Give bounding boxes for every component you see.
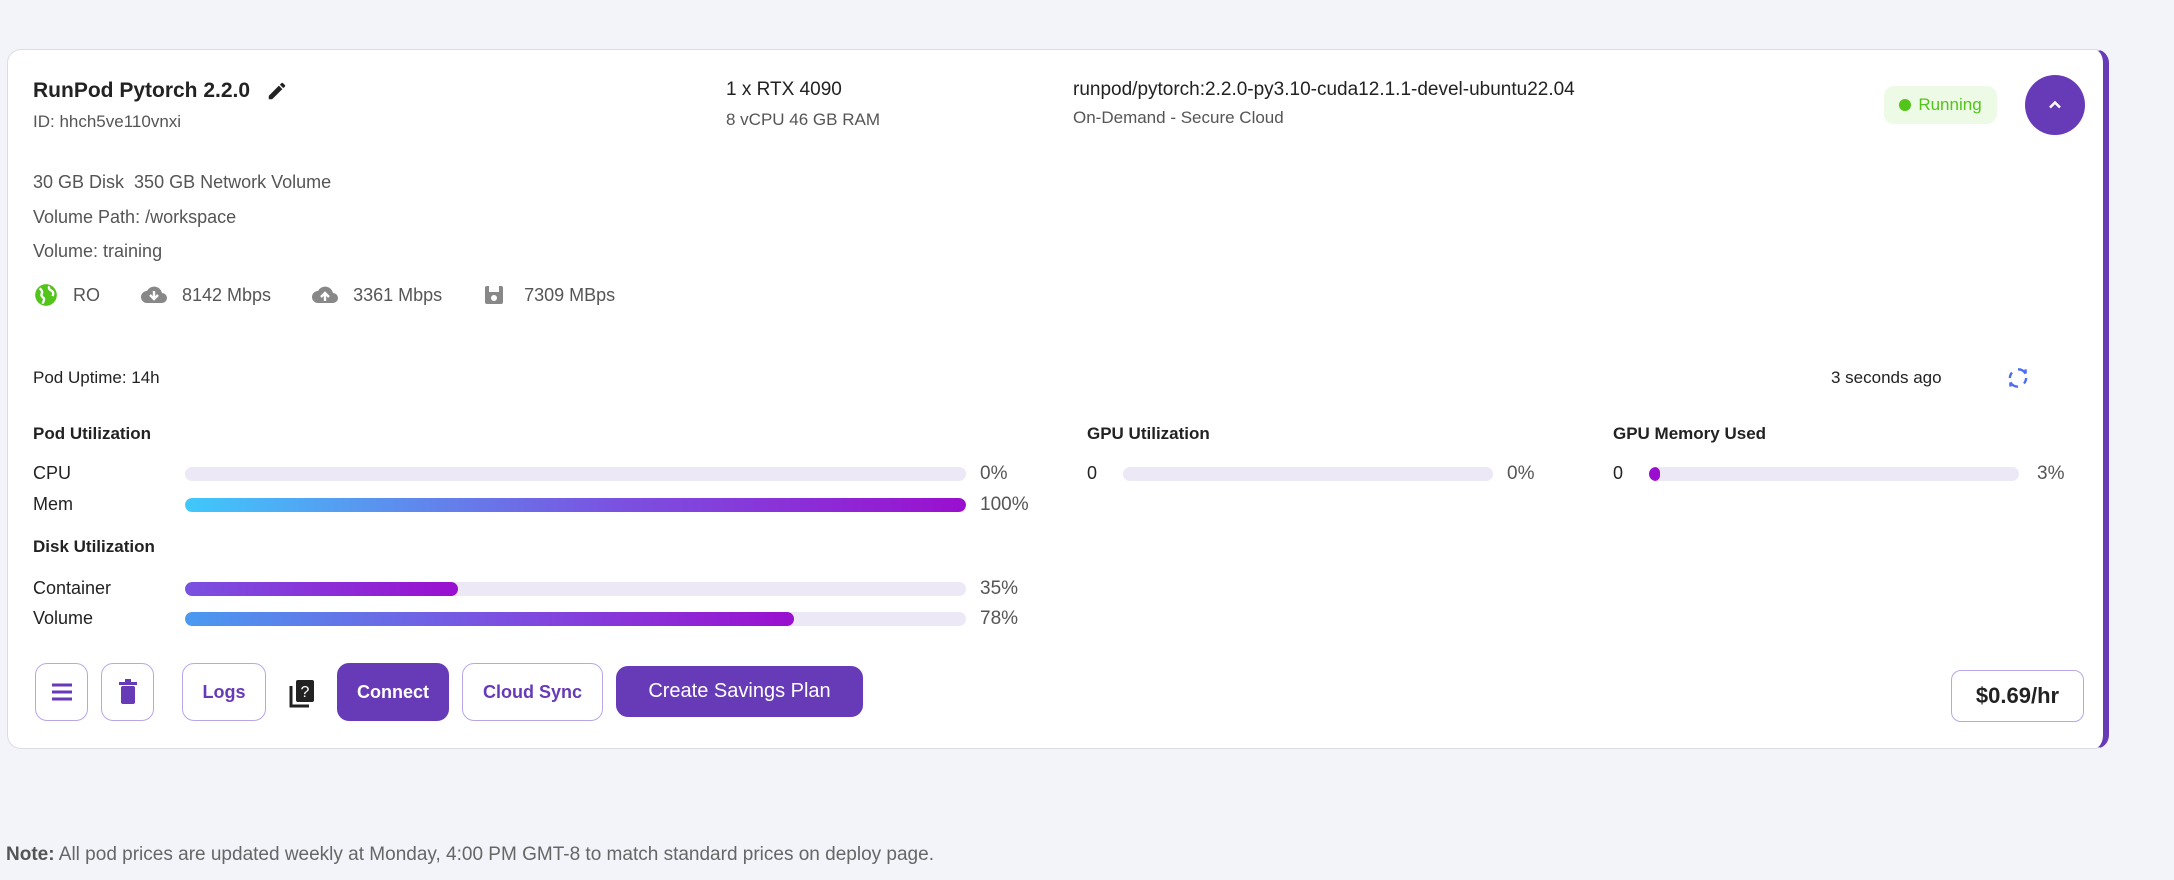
pod-id: ID: hhch5ve110vnxi (33, 112, 182, 131)
hamburger-menu-icon (51, 683, 72, 701)
container-disk: 30 GB Disk (33, 172, 125, 192)
gpu-mem-bar-fill (1649, 467, 1661, 481)
mem-percent: 100% (980, 494, 1029, 515)
gpu-mem-index: 0 (1613, 463, 1624, 483)
gpu-utilization-title: GPU Utilization (1087, 424, 1210, 443)
cpu-bar (185, 467, 966, 481)
pod-specs: 8 vCPU 46 GB RAM (726, 110, 880, 129)
container-percent: 35% (980, 578, 1019, 599)
disk-speed: 7309 MBps (524, 284, 616, 305)
menu-button[interactable] (35, 663, 88, 721)
disk-utilization-title: Disk Utilization (33, 537, 155, 556)
chevron-up-icon (2049, 100, 2061, 109)
status-badge: Running (1884, 86, 1997, 124)
volume-path: Volume Path: /workspace (33, 207, 237, 227)
upload-cloud-icon (312, 286, 339, 303)
mem-bar (185, 498, 966, 512)
gpu-memory-title: GPU Memory Used (1613, 424, 1767, 443)
create-savings-plan-button[interactable]: Create Savings Plan (616, 666, 863, 717)
gpu-util-percent: 0% (1507, 463, 1535, 484)
gpu-type: 1 x RTX 4090 (726, 79, 842, 100)
globe-icon (35, 284, 57, 306)
help-docs-icon[interactable]: ? (288, 678, 316, 708)
pod-card (7, 49, 2109, 749)
gpu-util-bar (1123, 467, 1493, 481)
region: RO (73, 284, 100, 305)
container-label: Container (33, 578, 112, 598)
pod-name: RunPod Pytorch 2.2.0 (33, 79, 251, 102)
volume-bar-fill (185, 612, 795, 626)
svg-text:?: ? (301, 684, 310, 701)
pod-utilization-title: Pod Utilization (33, 424, 152, 443)
volume-label: Volume (33, 608, 94, 628)
volume-percent: 78% (980, 608, 1019, 629)
edit-pencil-icon[interactable] (266, 80, 288, 102)
cpu-percent: 0% (980, 463, 1008, 484)
volume-name: Volume: training (33, 241, 163, 261)
delete-button[interactable] (101, 663, 154, 721)
mem-bar-fill (185, 498, 966, 512)
refresh-icon[interactable] (2005, 365, 2031, 391)
logs-button[interactable]: Logs (182, 663, 266, 721)
note-label: Note: (6, 844, 55, 865)
floppy-disk-icon (485, 286, 504, 304)
network-volume: 350 GB Network Volume (134, 172, 332, 192)
gpu-mem-bar (1649, 467, 2019, 481)
cpu-label: CPU (33, 463, 72, 483)
connect-button[interactable]: Connect (337, 663, 449, 721)
cloud-sync-button[interactable]: Cloud Sync (462, 663, 603, 721)
price-per-hour: $0.69/hr (1951, 670, 2084, 722)
upload-speed: 3361 Mbps (353, 284, 443, 305)
status-text: Running (1918, 95, 1982, 114)
collapse-button[interactable] (2025, 75, 2085, 135)
cloud-type: On-Demand - Secure Cloud (1073, 108, 1284, 127)
trash-icon (118, 679, 137, 704)
download-cloud-icon (141, 286, 167, 303)
disk-info: 30 GB Disk 350 GB Network Volume (33, 172, 331, 193)
note-text: All pod prices are updated weekly at Mon… (54, 844, 934, 865)
download-speed: 8142 Mbps (182, 284, 272, 305)
status-dot-icon (1899, 99, 1912, 111)
gpu-mem-percent: 3% (2037, 463, 2065, 484)
gpu-util-index: 0 (1087, 463, 1098, 483)
network-stats: RO 8142 Mbps 3361 Mbps 7309 MBps (33, 282, 615, 308)
pricing-note: Note: All pod prices are updated weekly … (6, 844, 934, 866)
container-image: runpod/pytorch:2.2.0-py3.10-cuda12.1.1-d… (1073, 79, 1575, 100)
container-bar (185, 582, 966, 596)
container-bar-fill (185, 582, 459, 596)
last-updated: 3 seconds ago (1831, 368, 1942, 387)
mem-label: Mem (33, 494, 73, 514)
volume-bar (185, 612, 966, 626)
pod-uptime: Pod Uptime: 14h (33, 368, 160, 387)
